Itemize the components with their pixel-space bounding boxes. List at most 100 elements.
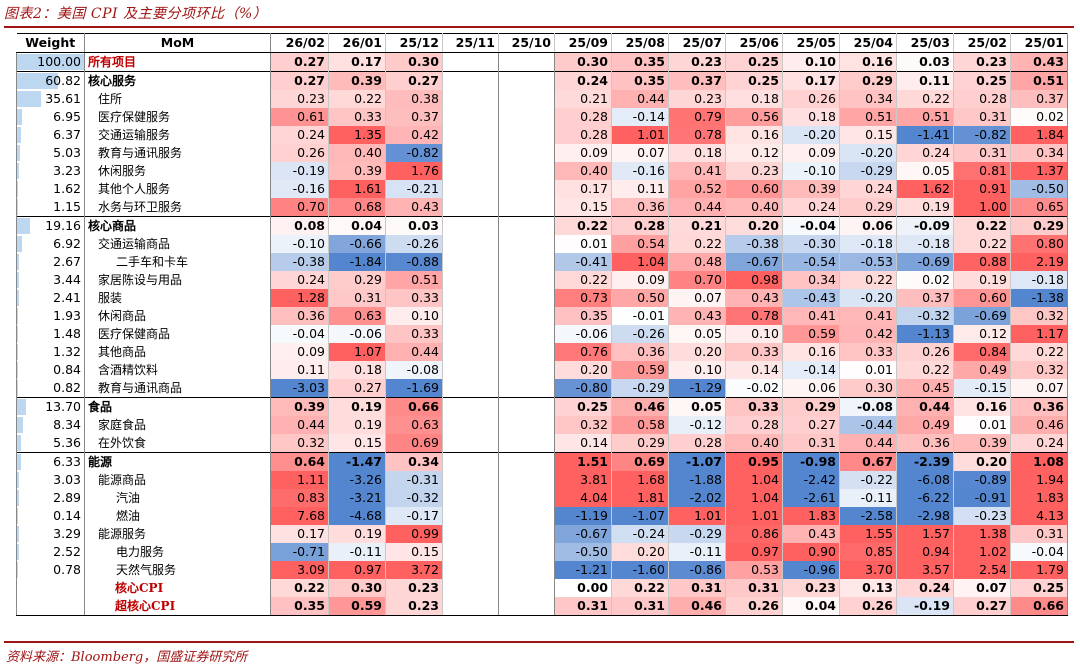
value-cell: -0.29: [839, 162, 897, 180]
value-cell: [442, 180, 499, 198]
value-cell: -0.20: [782, 126, 840, 144]
item-name: 汽油: [84, 489, 271, 507]
value-cell: [498, 543, 555, 561]
weight-cell: 2.67: [16, 253, 85, 271]
value-cell: 1.01: [725, 507, 783, 525]
item-name: 能源: [84, 452, 271, 471]
value-cell: 0.38: [385, 90, 443, 108]
value-cell: 0.27: [953, 597, 1011, 616]
header-weight: Weight: [16, 33, 85, 53]
table-row: 6.33 能源 0.64 -1.47 0.34 1.51 0.69 -1.07 0.95 -0.9…: [16, 452, 1068, 471]
value-cell: -0.38: [725, 235, 783, 253]
value-cell: 0.16: [725, 126, 783, 144]
value-cell: 3.81: [554, 471, 612, 489]
value-cell: 0.06: [782, 379, 840, 398]
value-cell: [442, 90, 499, 108]
value-cell: [442, 52, 499, 72]
weight-bar: [17, 145, 21, 161]
value-cell: -0.09: [896, 216, 954, 235]
weight-cell: 6.37: [16, 126, 85, 144]
value-cell: 0.28: [953, 90, 1011, 108]
value-cell: -0.32: [385, 489, 443, 507]
value-cell: 0.43: [668, 307, 726, 325]
value-cell: 0.16: [953, 397, 1011, 416]
value-cell: -0.38: [270, 253, 329, 271]
value-cell: 0.10: [725, 325, 783, 343]
header-25-02: 25/02: [953, 33, 1011, 53]
value-cell: 0.51: [839, 108, 897, 126]
value-cell: 0.02: [1010, 108, 1068, 126]
value-cell: 0.29: [328, 271, 386, 289]
value-cell: 0.51: [1010, 71, 1068, 90]
weight-bar: [17, 380, 18, 396]
header-25-06: 25/06: [725, 33, 783, 53]
value-cell: 3.09: [270, 561, 329, 579]
value-cell: 0.25: [953, 71, 1011, 90]
value-cell: 0.98: [725, 271, 783, 289]
value-cell: 0.34: [385, 452, 443, 471]
value-cell: 0.22: [611, 579, 669, 597]
value-cell: [442, 108, 499, 126]
value-cell: 0.18: [725, 90, 783, 108]
value-cell: -0.17: [385, 507, 443, 525]
value-cell: -0.10: [270, 235, 329, 253]
weight-bar: [17, 399, 27, 415]
value-cell: -0.11: [839, 489, 897, 507]
value-cell: 0.18: [668, 144, 726, 162]
item-name: 家居陈设与用品: [84, 271, 271, 289]
value-cell: 0.99: [385, 525, 443, 543]
value-cell: [442, 71, 499, 90]
value-cell: -0.14: [782, 361, 840, 379]
item-name: 其他商品: [84, 343, 271, 361]
weight-bar: [17, 109, 22, 125]
value-cell: 0.37: [896, 289, 954, 307]
value-cell: [498, 343, 555, 361]
weight-cell: 100.00: [16, 52, 85, 72]
item-name: 含酒精饮料: [84, 361, 271, 379]
value-cell: 0.11: [270, 361, 329, 379]
weight-cell: 8.34: [16, 416, 85, 434]
value-cell: -0.30: [782, 235, 840, 253]
value-cell: [498, 162, 555, 180]
value-cell: 0.66: [1010, 597, 1068, 616]
value-cell: -0.19: [896, 597, 954, 616]
value-cell: 0.66: [385, 397, 443, 416]
value-cell: -0.08: [839, 397, 897, 416]
value-cell: 0.07: [611, 144, 669, 162]
value-cell: 0.51: [896, 108, 954, 126]
weight-bar: [17, 454, 22, 470]
value-cell: 1.38: [953, 525, 1011, 543]
value-cell: -0.21: [385, 180, 443, 198]
value-cell: 1.68: [611, 471, 669, 489]
value-cell: -0.20: [839, 144, 897, 162]
item-name: 天然气服务: [84, 561, 271, 579]
header-25-04: 25/04: [839, 33, 897, 53]
value-cell: [442, 525, 499, 543]
table-row: 3.44 家居陈设与用品 0.24 0.29 0.51 0.22 0.09 0.70 0.98 0…: [16, 271, 1068, 289]
value-cell: 0.27: [270, 71, 329, 90]
value-cell: 0.26: [896, 343, 954, 361]
value-cell: 0.45: [896, 379, 954, 398]
value-cell: 0.40: [554, 162, 612, 180]
value-cell: 0.13: [839, 579, 897, 597]
table-row: 1.15 水务与环卫服务 0.70 0.68 0.43 0.15 0.36 0.44 0.40 0…: [16, 198, 1068, 217]
value-cell: 0.36: [611, 343, 669, 361]
header-row: Weight MoM 26/02 26/01 25/12 25/11 25/10 25/09 2…: [16, 33, 1068, 53]
value-cell: -0.54: [782, 253, 840, 271]
value-cell: 0.24: [270, 271, 329, 289]
value-cell: 0.37: [1010, 90, 1068, 108]
weight-cell: 3.23: [16, 162, 85, 180]
value-cell: 3.70: [839, 561, 897, 579]
value-cell: 0.22: [328, 90, 386, 108]
weight-bar: [17, 91, 41, 107]
value-cell: -0.82: [953, 126, 1011, 144]
value-cell: 0.43: [725, 289, 783, 307]
value-cell: 0.97: [328, 561, 386, 579]
value-cell: [498, 52, 555, 72]
table-row: 超核心CPI 0.35 0.59 0.23 0.31 0.31 0.46 0.26 0.04 0.…: [16, 597, 1068, 616]
value-cell: [498, 126, 555, 144]
value-cell: 0.41: [782, 307, 840, 325]
value-cell: 0.84: [953, 343, 1011, 361]
value-cell: 0.44: [668, 198, 726, 217]
value-cell: 0.31: [953, 108, 1011, 126]
